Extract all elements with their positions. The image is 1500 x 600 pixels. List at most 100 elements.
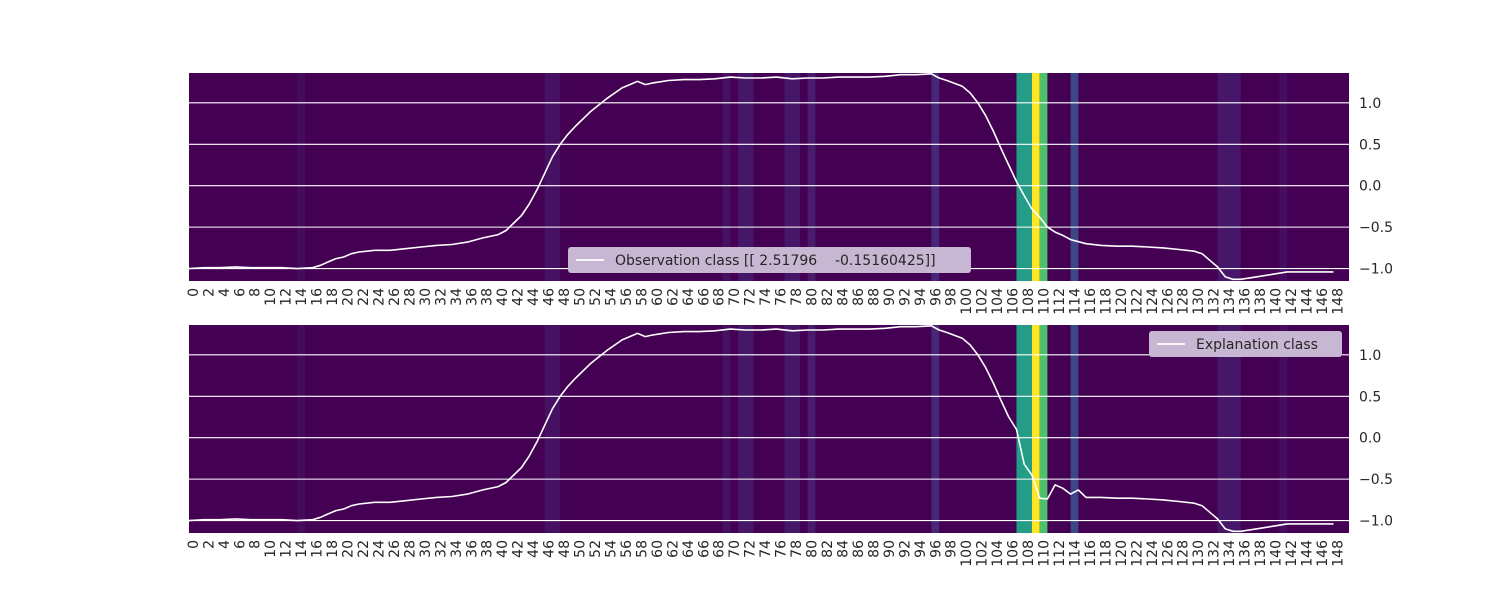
x-tick-label: 40 bbox=[495, 540, 511, 558]
heatmap-band bbox=[1279, 325, 1288, 533]
x-tick-label: 38 bbox=[480, 288, 496, 306]
x-tick-label: 86 bbox=[851, 540, 867, 558]
x-tick-label: 128 bbox=[1176, 540, 1192, 567]
x-tick-label: 76 bbox=[774, 288, 790, 306]
x-tick-label: 148 bbox=[1330, 288, 1346, 315]
x-tick-label: 144 bbox=[1299, 540, 1315, 567]
heatmap-band bbox=[1217, 73, 1241, 281]
x-tick-label: 72 bbox=[743, 540, 759, 558]
heatmap-band bbox=[544, 73, 561, 281]
x-tick-label: 140 bbox=[1269, 288, 1285, 315]
heatmap-band bbox=[297, 325, 305, 533]
heatmap-band bbox=[1039, 73, 1048, 281]
x-tick-label: 128 bbox=[1176, 288, 1192, 315]
heatmap-band bbox=[1031, 73, 1040, 281]
x-tick-label: 60 bbox=[650, 288, 666, 306]
x-tick-label: 134 bbox=[1222, 288, 1238, 315]
x-tick-label: 8 bbox=[248, 540, 264, 549]
y-tick-label: −1.0 bbox=[1359, 514, 1393, 530]
panel-explanation: 1.00.50.0−0.5−1.00 2 4 6 8 10 12 14 16 18 20 22 24 26… bbox=[186, 325, 1393, 567]
x-tick-label: 48 bbox=[557, 288, 573, 306]
x-tick-label: 16 bbox=[310, 288, 326, 306]
y-tick-label: −1.0 bbox=[1359, 262, 1393, 278]
x-tick-label: 90 bbox=[882, 288, 898, 306]
heatmap-band bbox=[297, 73, 305, 281]
x-tick-label: 106 bbox=[1006, 288, 1022, 315]
x-tick-label: 94 bbox=[913, 540, 929, 558]
heatmap-band bbox=[1016, 325, 1032, 533]
x-tick-label: 68 bbox=[712, 540, 728, 558]
x-tick-label: 124 bbox=[1145, 540, 1161, 567]
x-tick-label: 18 bbox=[325, 288, 341, 306]
heatmap-band bbox=[784, 325, 800, 533]
x-tick-label: 4 bbox=[217, 540, 233, 549]
x-tick-label: 132 bbox=[1207, 540, 1223, 567]
x-tick-label: 120 bbox=[1114, 540, 1130, 567]
x-tick-label: 142 bbox=[1284, 288, 1300, 315]
x-tick-label: 138 bbox=[1253, 540, 1269, 567]
x-tick-label: 78 bbox=[789, 288, 805, 306]
x-tick-label: 114 bbox=[1067, 540, 1083, 567]
x-tick-label: 36 bbox=[464, 540, 480, 558]
y-tick-label: 1.0 bbox=[1359, 348, 1381, 364]
x-tick-label: 52 bbox=[588, 540, 604, 558]
heatmap-band bbox=[722, 73, 731, 281]
x-tick-label: 74 bbox=[758, 540, 774, 558]
x-tick-label: 26 bbox=[387, 288, 403, 306]
x-tick-label: 30 bbox=[418, 288, 434, 306]
y-tick-label: 0.0 bbox=[1359, 431, 1381, 447]
x-tick-label: 122 bbox=[1129, 540, 1145, 567]
x-tick-label: 84 bbox=[835, 288, 851, 306]
x-tick-label: 80 bbox=[805, 288, 821, 306]
x-tick-label: 146 bbox=[1315, 540, 1331, 567]
legend: Explanation class bbox=[1149, 331, 1342, 357]
x-tick-label: 50 bbox=[573, 540, 589, 558]
x-tick-label: 38 bbox=[480, 540, 496, 558]
x-tick-label: 36 bbox=[464, 288, 480, 306]
x-tick-label: 100 bbox=[959, 540, 975, 567]
x-tick-label: 0 bbox=[186, 288, 202, 297]
x-tick-label: 136 bbox=[1238, 288, 1254, 315]
x-tick-label: 130 bbox=[1191, 288, 1207, 315]
x-tick-label: 100 bbox=[959, 288, 975, 315]
x-tick-label: 134 bbox=[1222, 540, 1238, 567]
x-tick-label: 4 bbox=[217, 288, 233, 297]
x-tick-label: 10 bbox=[263, 288, 279, 306]
y-tick-label: 0.5 bbox=[1359, 137, 1381, 153]
x-tick-label: 108 bbox=[1021, 288, 1037, 315]
x-tick-label: 64 bbox=[681, 288, 697, 306]
x-tick-label: 136 bbox=[1238, 540, 1254, 567]
x-tick-label: 34 bbox=[449, 540, 465, 558]
x-tick-label: 74 bbox=[758, 288, 774, 306]
x-tick-label: 94 bbox=[913, 288, 929, 306]
x-tick-label: 118 bbox=[1098, 288, 1114, 315]
x-tick-label: 80 bbox=[805, 540, 821, 558]
x-tick-label: 140 bbox=[1269, 540, 1285, 567]
x-tick-label: 124 bbox=[1145, 288, 1161, 315]
x-tick-label: 42 bbox=[511, 288, 527, 306]
x-tick-label: 2 bbox=[201, 288, 217, 297]
x-tick-label: 62 bbox=[665, 540, 681, 558]
x-tick-label: 96 bbox=[928, 288, 944, 306]
heatmap-band bbox=[931, 325, 940, 533]
y-tick-label: 0.0 bbox=[1359, 179, 1381, 195]
x-tick-label: 138 bbox=[1253, 288, 1269, 315]
x-tick-label: 70 bbox=[727, 288, 743, 306]
x-tick-label: 28 bbox=[402, 540, 418, 558]
x-tick-label: 24 bbox=[371, 540, 387, 558]
heatmap-band bbox=[1016, 73, 1032, 281]
x-tick-label: 102 bbox=[975, 288, 991, 315]
x-tick-label: 34 bbox=[449, 288, 465, 306]
x-tick-label: 16 bbox=[310, 540, 326, 558]
x-tick-label: 52 bbox=[588, 288, 604, 306]
x-tick-label: 120 bbox=[1114, 288, 1130, 315]
x-tick-label: 98 bbox=[944, 288, 960, 306]
x-tick-label: 24 bbox=[371, 288, 387, 306]
heatmap-band bbox=[807, 73, 816, 281]
x-tick-label: 132 bbox=[1207, 288, 1223, 315]
heatmap-band bbox=[722, 325, 731, 533]
plot-area bbox=[189, 73, 1349, 281]
x-tick-label: 86 bbox=[851, 288, 867, 306]
x-tick-label: 90 bbox=[882, 540, 898, 558]
x-tick-label: 110 bbox=[1037, 288, 1053, 315]
